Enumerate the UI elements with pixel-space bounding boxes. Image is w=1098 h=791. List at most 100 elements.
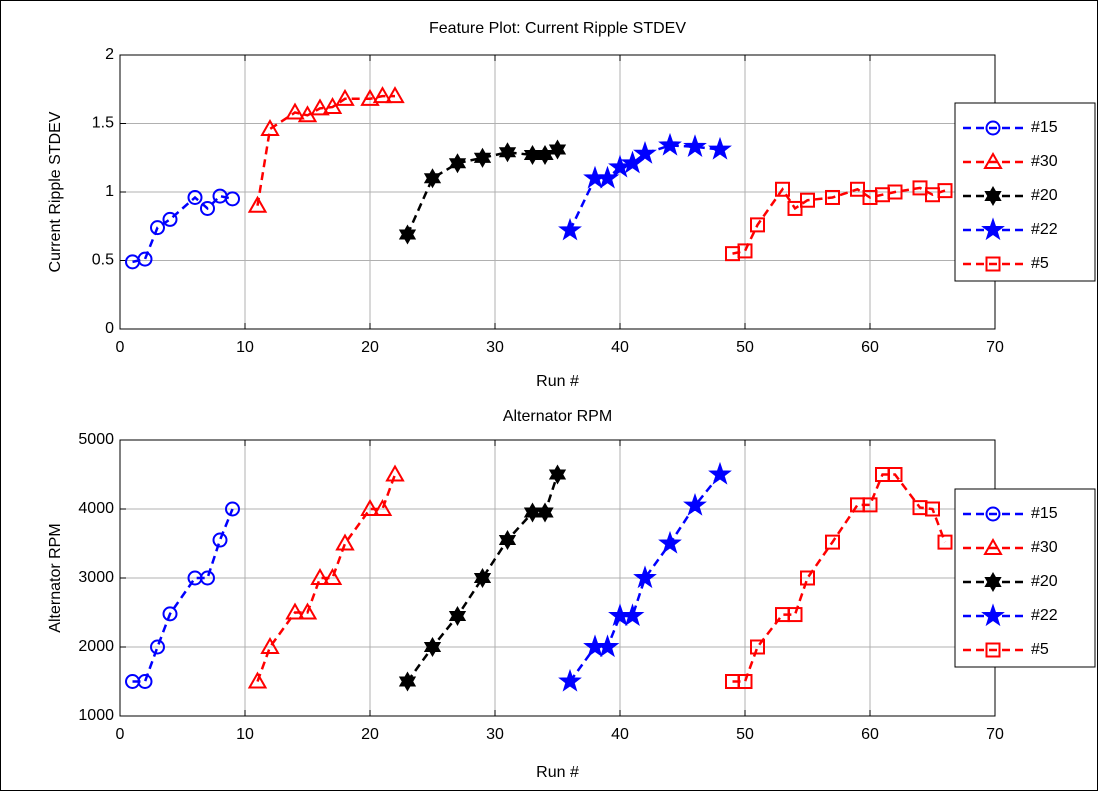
marker — [658, 132, 682, 156]
x-tick-label: 30 — [486, 726, 504, 743]
marker — [225, 501, 240, 517]
marker — [423, 636, 442, 658]
marker — [558, 217, 582, 241]
marker — [800, 192, 815, 208]
marker — [708, 136, 732, 160]
y-tick-label: 3000 — [78, 569, 114, 586]
x-tick-label: 20 — [361, 726, 379, 743]
x-tick-label: 60 — [861, 726, 879, 743]
series-line — [732, 473, 947, 683]
marker — [473, 147, 492, 168]
marker — [825, 534, 840, 550]
y-tick-label: 1000 — [78, 707, 114, 724]
chart-title: Feature Plot: Current Ripple STDEV — [429, 20, 686, 37]
marker — [448, 605, 467, 627]
y-axis-label: Alternator RPM — [47, 523, 64, 632]
y-tick-label: 1.5 — [92, 115, 114, 132]
marker — [225, 191, 240, 207]
x-tick-label: 40 — [611, 726, 629, 743]
marker — [737, 674, 753, 689]
marker — [800, 570, 815, 586]
legend-label: #5 — [1031, 641, 1049, 658]
series-line — [256, 474, 397, 682]
marker — [310, 567, 330, 585]
marker — [750, 217, 765, 233]
marker — [137, 674, 153, 689]
x-tick-label: 10 — [236, 726, 254, 743]
chart-title: Alternator RPM — [503, 408, 612, 425]
x-tick-label: 40 — [611, 339, 629, 356]
marker — [708, 461, 732, 485]
marker — [448, 153, 467, 174]
marker — [498, 529, 517, 551]
marker — [162, 606, 178, 622]
marker — [548, 139, 567, 160]
marker — [297, 602, 318, 620]
marker — [398, 224, 417, 245]
legend-label: #20 — [1031, 187, 1058, 204]
marker — [558, 668, 582, 692]
marker — [937, 183, 953, 199]
marker — [212, 532, 228, 548]
x-tick-label: 0 — [116, 339, 125, 356]
marker — [683, 134, 707, 157]
y-tick-label: 4000 — [78, 500, 114, 517]
marker — [775, 181, 790, 197]
y-tick-label: 0 — [105, 320, 114, 337]
marker — [498, 142, 517, 163]
marker — [423, 168, 442, 189]
marker — [247, 671, 268, 689]
marker — [285, 602, 305, 620]
marker — [335, 88, 355, 106]
marker — [862, 497, 878, 513]
marker — [825, 189, 840, 205]
marker — [162, 211, 178, 227]
marker — [335, 533, 355, 551]
marker — [398, 671, 417, 692]
marker — [620, 603, 645, 627]
marker — [200, 570, 215, 586]
marker — [322, 567, 343, 585]
legend-label: #30 — [1031, 539, 1058, 556]
legend-marker — [981, 603, 1005, 627]
x-tick-label: 50 — [736, 726, 754, 743]
marker — [937, 534, 953, 550]
marker — [150, 220, 165, 236]
legend-marker — [984, 185, 1002, 207]
y-tick-label: 2000 — [78, 638, 114, 655]
marker — [260, 636, 280, 654]
legend-marker — [983, 537, 1003, 555]
marker — [608, 154, 632, 178]
y-tick-label: 2 — [105, 46, 114, 63]
marker — [633, 140, 657, 164]
x-tick-label: 50 — [736, 339, 754, 356]
legend-label: #30 — [1031, 153, 1058, 170]
x-tick-label: 10 — [236, 339, 254, 356]
marker — [372, 498, 393, 516]
marker — [322, 97, 343, 115]
marker — [536, 502, 554, 523]
marker — [887, 184, 903, 200]
x-axis-label: Run # — [536, 373, 579, 390]
series-line — [732, 186, 946, 255]
marker — [187, 189, 203, 205]
marker — [360, 498, 380, 516]
marker — [850, 181, 865, 197]
marker — [372, 86, 393, 104]
y-axis-label: Current Ripple STDEV — [47, 111, 64, 272]
marker — [150, 639, 165, 655]
legend-label: #15 — [1031, 119, 1058, 136]
series-line — [568, 144, 721, 231]
marker — [887, 467, 903, 482]
x-tick-label: 70 — [986, 339, 1004, 356]
legend-marker — [985, 642, 1001, 658]
legend-label: #22 — [1031, 221, 1058, 238]
marker — [737, 243, 753, 259]
marker — [385, 464, 405, 482]
legend-label: #20 — [1031, 573, 1058, 590]
legend-label: #22 — [1031, 607, 1058, 624]
legend-label: #5 — [1031, 255, 1049, 272]
legend-marker — [985, 256, 1001, 272]
legend-marker — [983, 151, 1003, 169]
